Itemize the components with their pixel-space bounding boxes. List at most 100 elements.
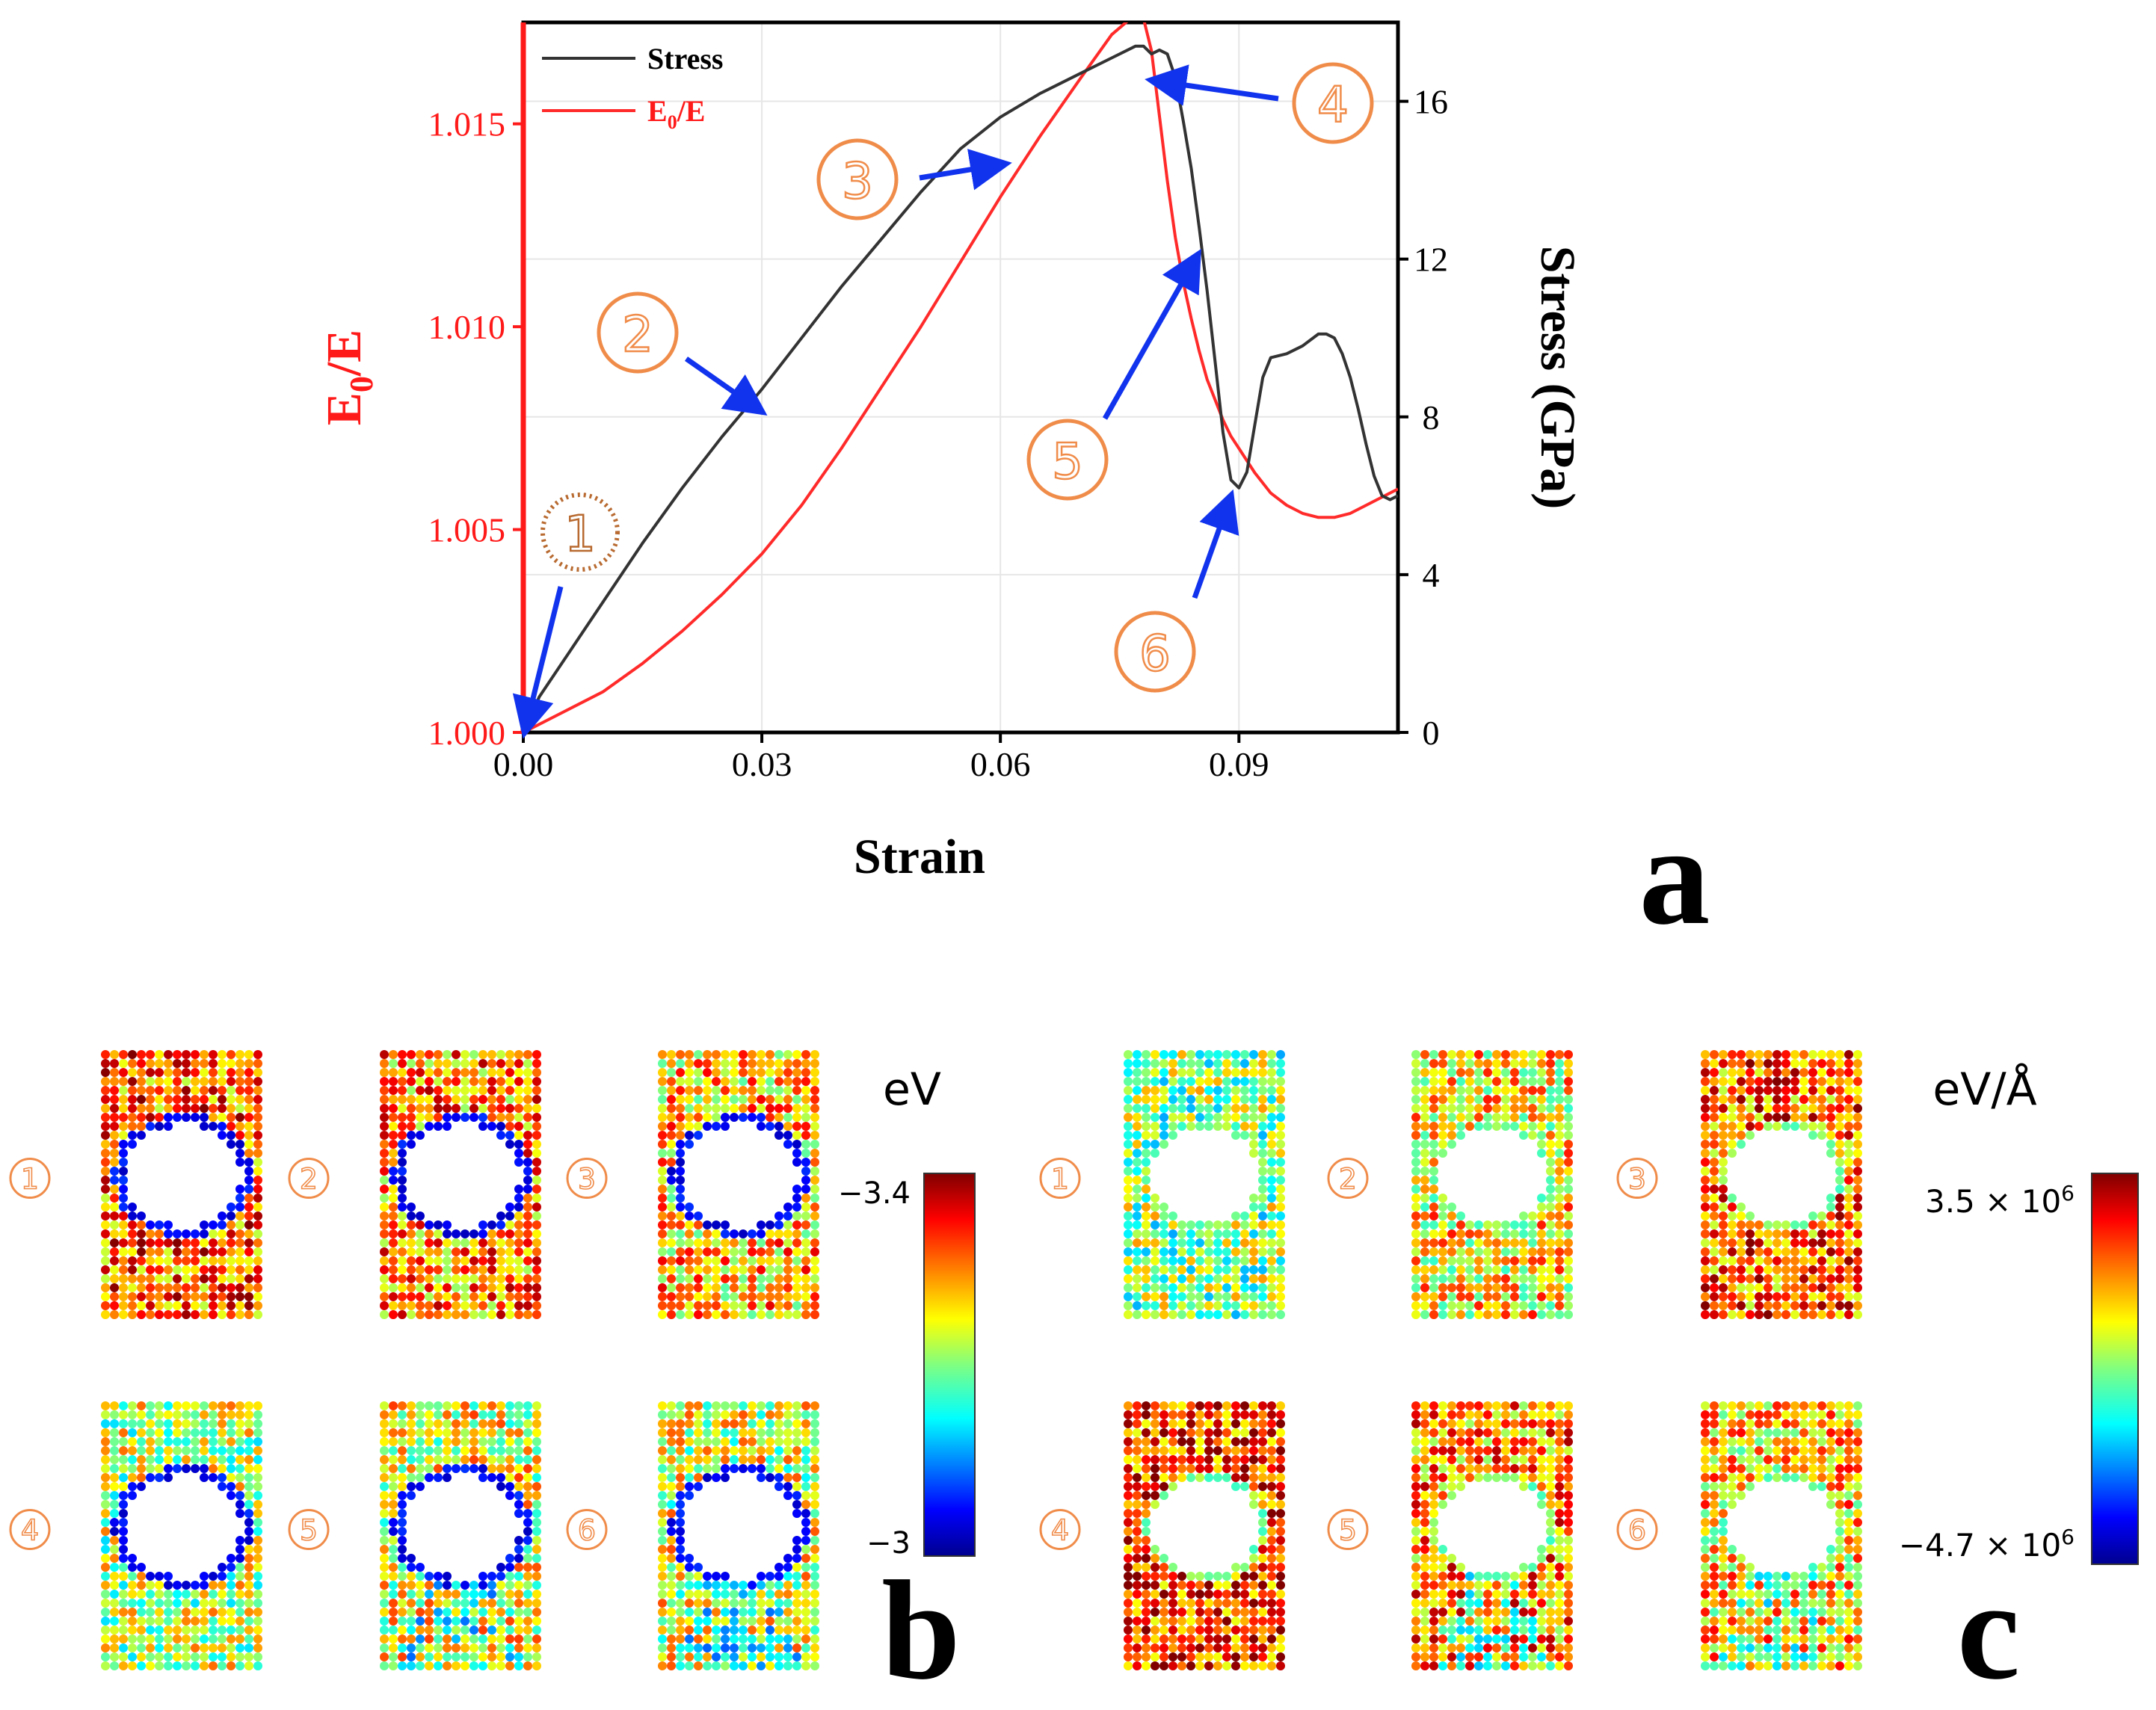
atom	[676, 1661, 685, 1670]
atom	[792, 1104, 801, 1113]
atom	[1519, 1247, 1528, 1256]
atom	[676, 1635, 685, 1643]
atom	[461, 1599, 469, 1608]
atom	[119, 1563, 128, 1572]
atom	[514, 1536, 523, 1545]
atom	[1142, 1077, 1151, 1086]
atom	[1177, 1446, 1186, 1455]
atom	[235, 1274, 244, 1283]
atom	[801, 1527, 810, 1536]
atom	[1555, 1158, 1564, 1167]
atom	[425, 1104, 434, 1113]
atom	[137, 1661, 146, 1670]
atom	[1204, 1635, 1213, 1643]
atom	[712, 1643, 721, 1652]
atom	[676, 1113, 685, 1122]
atom	[1240, 1599, 1249, 1608]
atom	[389, 1149, 398, 1158]
atom	[1781, 1095, 1790, 1104]
atom	[1420, 1410, 1429, 1419]
atom	[164, 1050, 173, 1059]
atom	[730, 1428, 739, 1437]
atom	[173, 1283, 182, 1292]
atom	[532, 1563, 541, 1572]
atom	[1519, 1104, 1528, 1113]
atom	[110, 1104, 119, 1113]
atom	[1546, 1410, 1555, 1419]
atom	[253, 1410, 262, 1419]
atom	[1844, 1419, 1853, 1428]
atom	[1133, 1572, 1142, 1581]
atom	[443, 1283, 452, 1292]
atom	[1420, 1301, 1429, 1310]
atom	[1501, 1292, 1510, 1301]
atom	[1817, 1059, 1826, 1068]
atom	[1447, 1401, 1456, 1410]
atom	[227, 1274, 235, 1283]
atom	[1555, 1590, 1564, 1599]
atom	[1159, 1599, 1168, 1608]
atom	[452, 1292, 461, 1301]
atom	[676, 1131, 685, 1140]
atom	[235, 1536, 244, 1545]
atom	[380, 1140, 389, 1149]
atom	[685, 1256, 694, 1265]
atom	[110, 1068, 119, 1077]
atom	[792, 1211, 801, 1220]
atom	[253, 1220, 262, 1229]
atom	[416, 1131, 425, 1140]
atom	[1186, 1229, 1195, 1238]
atom	[667, 1211, 676, 1220]
atom	[1159, 1131, 1168, 1140]
atom	[1142, 1176, 1151, 1185]
atom	[425, 1122, 434, 1131]
atom	[1204, 1050, 1213, 1059]
atom	[1258, 1652, 1267, 1661]
atom	[801, 1194, 810, 1203]
atom	[1701, 1265, 1710, 1274]
atom	[532, 1643, 541, 1652]
atom	[380, 1211, 389, 1220]
atom	[1564, 1500, 1573, 1509]
atom	[774, 1482, 783, 1491]
atom	[1133, 1050, 1142, 1059]
atom	[676, 1194, 685, 1203]
atom	[101, 1554, 110, 1563]
atom	[1420, 1626, 1429, 1635]
atom	[119, 1077, 128, 1086]
atom	[766, 1068, 774, 1077]
atom	[1124, 1310, 1133, 1319]
atom	[1764, 1104, 1772, 1113]
atom	[478, 1419, 487, 1428]
atom	[1826, 1104, 1835, 1113]
atom	[1267, 1617, 1276, 1626]
atom	[1447, 1113, 1456, 1122]
atom	[253, 1158, 262, 1167]
atom	[434, 1050, 443, 1059]
atom	[1546, 1310, 1555, 1319]
atom	[658, 1652, 667, 1661]
atom	[1258, 1059, 1267, 1068]
atom	[703, 1608, 712, 1617]
atom	[452, 1256, 461, 1265]
atom	[1249, 1220, 1258, 1229]
atom	[209, 1617, 218, 1626]
atom	[218, 1050, 227, 1059]
atom	[712, 1401, 721, 1410]
atom	[1267, 1140, 1276, 1149]
atom	[748, 1419, 757, 1428]
atom	[1546, 1283, 1555, 1292]
atom	[505, 1292, 514, 1301]
atom	[1853, 1059, 1862, 1068]
atom	[253, 1599, 262, 1608]
atom	[676, 1455, 685, 1464]
atom	[523, 1283, 532, 1292]
atom	[1710, 1167, 1719, 1176]
atom	[1546, 1617, 1555, 1626]
atom	[1510, 1256, 1519, 1265]
left-tick-label: 1.015	[428, 105, 506, 143]
atom	[244, 1491, 253, 1500]
atom	[667, 1590, 676, 1599]
atom	[416, 1410, 425, 1419]
atom	[514, 1229, 523, 1238]
